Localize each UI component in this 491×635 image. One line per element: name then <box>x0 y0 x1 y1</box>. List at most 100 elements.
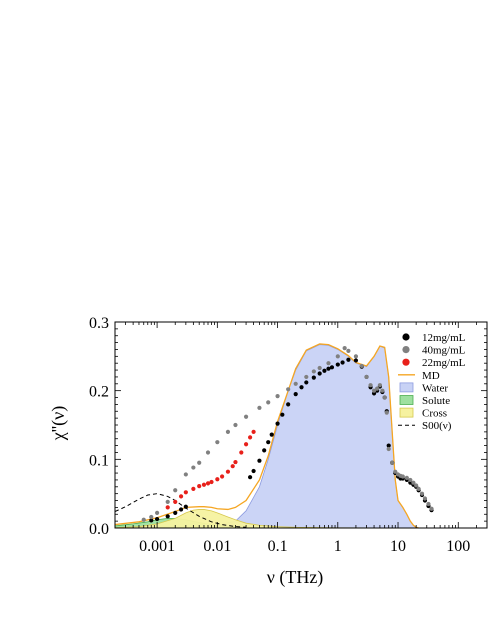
point-40mg-ml <box>183 472 188 477</box>
legend-label: Solute <box>422 395 450 407</box>
point-40mg-ml <box>429 506 434 511</box>
point-22mg-ml <box>173 499 178 505</box>
point-12mg-ml <box>269 432 274 437</box>
x-tick-label: 0.01 <box>203 538 231 555</box>
plot-clip-group <box>115 343 434 528</box>
point-22mg-ml <box>243 442 249 447</box>
y-tick-label: 0.0 <box>89 521 109 538</box>
point-22mg-ml <box>225 469 231 474</box>
point-12mg-ml <box>155 516 160 522</box>
x-tick-label: 10 <box>390 538 406 555</box>
legend-item-cross: Cross <box>399 407 447 420</box>
point-40mg-ml <box>386 446 391 452</box>
point-22mg-ml <box>239 450 244 455</box>
point-40mg-ml <box>155 510 160 515</box>
legend-label: S00(ν) <box>422 420 452 432</box>
legend-label: 22mg/mL <box>422 357 466 369</box>
point-40mg-ml <box>215 440 220 445</box>
point-40mg-ml <box>414 483 419 488</box>
point-40mg-ml <box>359 363 364 369</box>
point-12mg-ml <box>262 448 267 453</box>
point-22mg-ml <box>230 464 235 469</box>
point-22mg-ml <box>233 459 238 465</box>
point-40mg-ml <box>416 486 421 491</box>
y-tick-label: 0.1 <box>89 452 109 469</box>
x-tick-label: 0.001 <box>139 538 175 555</box>
point-40mg-ml <box>346 348 351 353</box>
point-40mg-ml <box>304 374 309 380</box>
point-12mg-ml <box>326 366 331 371</box>
point-12mg-ml <box>299 385 304 390</box>
point-12mg-ml <box>317 371 322 376</box>
point-40mg-ml <box>205 450 211 455</box>
point-22mg-ml <box>205 481 211 486</box>
point-40mg-ml <box>408 477 413 483</box>
axes: 0.001 0.01 0.1 1 10 100 0.0 0.1 0.2 0.3 <box>89 315 488 555</box>
point-40mg-ml <box>380 388 385 393</box>
point-40mg-ml <box>400 474 405 479</box>
point-12mg-ml <box>173 510 178 515</box>
legend-item-water: Water <box>399 382 448 394</box>
point-40mg-ml <box>404 475 409 480</box>
point-40mg-ml <box>384 410 389 415</box>
point-12mg-ml <box>149 518 154 523</box>
point-40mg-ml <box>342 345 347 351</box>
point-22mg-ml <box>183 490 188 495</box>
y-ticks: 0.0 0.1 0.2 0.3 <box>89 315 487 538</box>
y-tick-label: 0.3 <box>89 315 109 332</box>
point-12mg-ml <box>322 368 327 373</box>
point-12mg-ml <box>248 475 253 480</box>
y-axis-label: χ''(ν) <box>48 406 69 442</box>
x-axis-label: ν (THz) <box>267 567 324 588</box>
point-40mg-ml <box>335 354 340 359</box>
point-40mg-ml <box>382 395 387 400</box>
point-22mg-ml <box>191 486 196 491</box>
legend-marker <box>399 395 414 405</box>
point-40mg-ml <box>411 480 416 485</box>
legend: 12mg/mL40mg/mL22mg/mLMDWaterSoluteCrossS… <box>398 332 466 432</box>
legend-marker <box>399 382 414 393</box>
point-22mg-ml <box>209 479 214 485</box>
legend-marker <box>402 333 410 341</box>
point-40mg-ml <box>368 383 373 388</box>
point-40mg-ml <box>243 414 249 419</box>
point-22mg-ml <box>220 474 225 479</box>
point-40mg-ml <box>149 514 154 520</box>
legend-item-40mg-ml: 40mg/mL <box>402 345 466 357</box>
legend-label: Cross <box>422 408 447 420</box>
point-12mg-ml <box>311 375 316 380</box>
x-tick-label: 100 <box>446 538 470 555</box>
legend-item-md: MD <box>398 370 440 382</box>
x-tick-label: 0.1 <box>268 538 288 555</box>
point-40mg-ml <box>141 517 146 522</box>
point-12mg-ml <box>275 421 280 426</box>
point-12mg-ml <box>178 507 184 512</box>
point-40mg-ml <box>353 354 359 359</box>
legend-marker <box>399 407 414 418</box>
point-22mg-ml <box>165 505 170 510</box>
point-40mg-ml <box>197 460 202 465</box>
legend-item-22mg-ml: 22mg/mL <box>402 357 466 369</box>
legend-item-solute: Solute <box>399 395 450 407</box>
point-12mg-ml <box>329 365 335 370</box>
point-40mg-ml <box>266 400 271 405</box>
point-40mg-ml <box>426 501 431 507</box>
point-12mg-ml <box>257 458 262 463</box>
point-12mg-ml <box>165 514 170 519</box>
x-ticks: 0.001 0.01 0.1 1 10 100 <box>114 322 488 555</box>
legend-label: 40mg/mL <box>422 345 466 357</box>
point-40mg-ml <box>393 469 398 474</box>
points-40mg-ml <box>141 345 434 522</box>
point-12mg-ml <box>183 504 188 509</box>
legend-marker <box>402 346 410 354</box>
point-40mg-ml <box>233 422 238 428</box>
point-22mg-ml <box>251 429 256 434</box>
point-40mg-ml <box>326 361 331 366</box>
point-12mg-ml <box>286 402 291 407</box>
point-40mg-ml <box>293 381 298 386</box>
legend-label: MD <box>422 370 440 382</box>
point-40mg-ml <box>364 374 369 380</box>
point-12mg-ml <box>293 392 298 397</box>
